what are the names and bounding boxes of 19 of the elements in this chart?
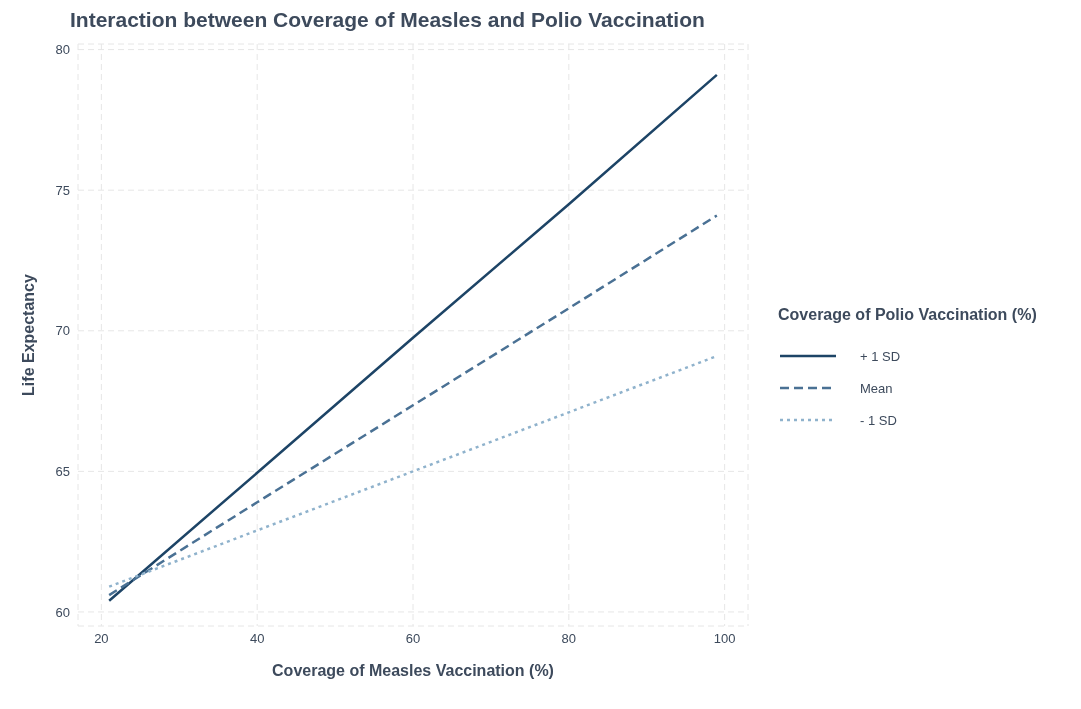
legend-label: - 1 SD: [860, 412, 897, 428]
x-tick-label: 20: [94, 631, 109, 647]
x-tick-label: 40: [249, 631, 265, 647]
x-tick-label: 60: [405, 631, 421, 647]
y-tick-label: 60: [55, 604, 70, 620]
y-tick-label: 80: [55, 42, 70, 58]
y-tick-label: 75: [55, 182, 70, 198]
legend-label: + 1 SD: [860, 348, 901, 364]
line-series: [107, 73, 719, 602]
line-series: [107, 214, 719, 597]
legend-label: Mean: [860, 380, 893, 396]
x-tick-label: 100: [713, 631, 736, 647]
y-axis-title: Life Expectancy: [19, 273, 37, 396]
x-tick-label: 80: [561, 631, 577, 647]
y-tick-label: 65: [55, 463, 70, 479]
x-axis-title: Coverage of Measles Vaccination (%): [272, 662, 554, 679]
y-tick-label: 70: [55, 323, 70, 339]
legend-title: Coverage of Polio Vaccination (%): [778, 306, 1037, 324]
chart-title: Interaction between Coverage of Measles and Polio Vaccination: [69, 8, 706, 33]
